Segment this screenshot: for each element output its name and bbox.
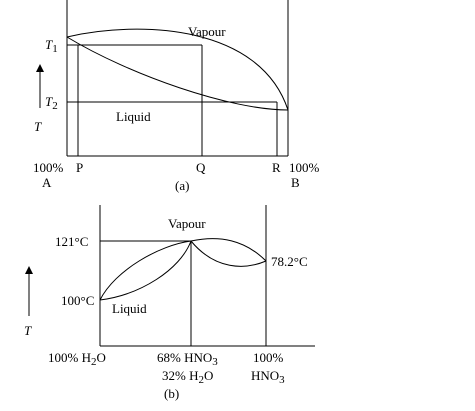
diagram-a-p-label: P [76, 160, 83, 175]
diagram-a: Vapour Liquid T1 T2 T 100% A 100% B P Q … [33, 0, 320, 193]
diagram-b-right-temperature: 78.2°C [271, 254, 308, 269]
diagram-b-vapour-label: Vapour [168, 216, 206, 231]
diagram-a-right-component: B [291, 175, 300, 190]
diagram-b-right-percent: 100% [253, 350, 284, 365]
diagram-b-left-vapour-curve [99, 240, 192, 301]
diagram-b-caption: (b) [164, 386, 179, 401]
diagram-b-high-temperature: 121°C [55, 234, 88, 249]
diagram-a-t2-label: T2 [45, 94, 58, 112]
diagram-a-temperature-label: T [34, 119, 42, 134]
diagram-b-low-temperature: 100°C [61, 293, 94, 308]
diagram-a-left-component: A [42, 175, 52, 190]
diagram-b-temperature-label: T [24, 323, 32, 338]
diagram-b-left-liquid-curve [99, 240, 192, 301]
diagram-a-vapour-curve [66, 28, 289, 111]
diagram-a-liquid-label: Liquid [116, 109, 151, 124]
diagram-b-right-vapour-curve [190, 238, 267, 262]
diagram-a-liquid-curve [66, 36, 289, 111]
diagram-b-right-composition: HNO3 [251, 368, 285, 386]
diagram-a-right-percent: 100% [289, 160, 320, 175]
diagram-b-azeotrope-water: 32% H2O [162, 368, 213, 386]
diagram-b-left-composition: 100% H2O [48, 350, 106, 368]
diagram-a-r-label: R [272, 160, 281, 175]
diagram-b-right-liquid-curve [190, 240, 267, 267]
diagram-b: Vapour Liquid 121°C 100°C 78.2°C T 100% … [24, 205, 315, 401]
diagram-a-left-percent: 100% [33, 160, 64, 175]
diagram-a-t1-label: T1 [45, 37, 58, 55]
diagram-a-vapour-label: Vapour [188, 24, 226, 39]
diagram-b-liquid-label: Liquid [112, 301, 147, 316]
diagram-a-caption: (a) [175, 178, 189, 193]
diagram-b-azeotrope-hno3: 68% HNO3 [157, 350, 218, 368]
diagram-a-q-label: Q [196, 160, 206, 175]
